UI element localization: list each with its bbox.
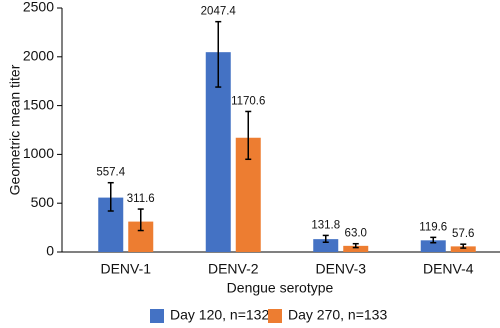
y-tick-label: 1000: [23, 145, 54, 161]
bar: [420, 240, 446, 252]
bar: [313, 239, 339, 252]
legend-swatch: [150, 309, 164, 323]
value-label: 2047.4: [201, 6, 237, 18]
x-tick-label: DENV-2: [208, 261, 259, 277]
y-tick-label: 500: [31, 194, 55, 210]
x-tick-label: DENV-4: [423, 261, 474, 277]
legend-label: Day 120, n=132: [170, 307, 269, 323]
bar: [450, 246, 476, 252]
y-tick-label: 1500: [23, 96, 54, 112]
value-label: 57.6: [452, 228, 474, 240]
x-tick-label: DENV-3: [315, 261, 366, 277]
legend-label: Day 270, n=133: [288, 307, 387, 323]
value-label: 311.6: [127, 193, 155, 205]
x-axis-label: Dengue serotype: [227, 280, 334, 296]
value-label: 557.4: [96, 167, 125, 179]
value-label: 1170.6: [231, 95, 265, 107]
y-axis-label: Geometric mean titer: [7, 64, 23, 195]
x-tick-label: DENV-1: [100, 261, 151, 277]
y-tick-label: 2500: [23, 0, 54, 15]
y-tick-label: 2000: [23, 48, 54, 64]
legend-swatch: [268, 309, 282, 323]
bar: [343, 245, 369, 252]
y-tick-label: 0: [46, 243, 54, 259]
value-label: 63.0: [345, 228, 367, 240]
value-label: 131.8: [311, 219, 340, 231]
value-label: 119.6: [419, 221, 447, 233]
